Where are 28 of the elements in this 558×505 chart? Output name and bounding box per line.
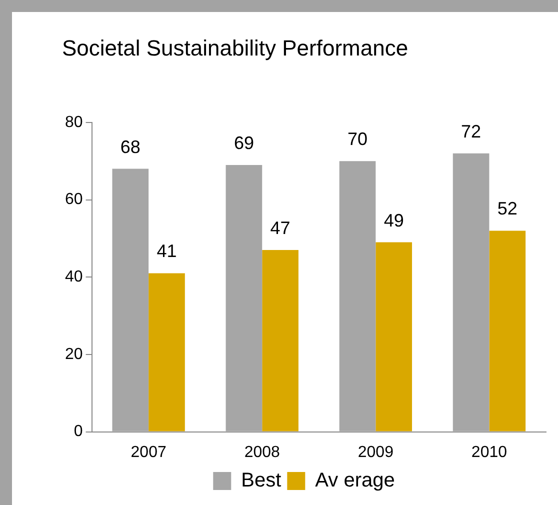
y-tick-label: 60 <box>65 191 83 208</box>
legend-label: Av erage <box>315 470 395 492</box>
x-tick-label: 2009 <box>358 444 394 461</box>
bar <box>452 153 490 432</box>
data-label: 70 <box>347 129 368 150</box>
chart-title: Societal Sustainability Performance <box>62 35 408 60</box>
bar <box>148 273 185 432</box>
y-tick-label: 0 <box>74 423 83 440</box>
y-tick-label: 20 <box>65 346 83 363</box>
data-label: 69 <box>234 132 254 153</box>
legend-label: Best <box>241 470 282 492</box>
bar <box>262 250 298 432</box>
x-tick-label: 2010 <box>471 444 508 461</box>
data-label: 72 <box>461 121 482 142</box>
bar <box>339 161 376 432</box>
bar <box>489 230 526 432</box>
data-label: 49 <box>384 210 404 230</box>
bar <box>112 168 149 432</box>
bar <box>226 164 262 432</box>
y-tick-label: 80 <box>65 114 83 131</box>
y-tick-label: 40 <box>65 268 83 286</box>
x-tick-label: 2008 <box>244 444 280 461</box>
data-label: 41 <box>156 241 177 262</box>
data-label: 52 <box>497 198 518 219</box>
x-tick-label: 2007 <box>130 444 166 461</box>
data-label: 68 <box>120 136 140 157</box>
data-label: 47 <box>270 218 290 238</box>
bar <box>376 242 412 432</box>
